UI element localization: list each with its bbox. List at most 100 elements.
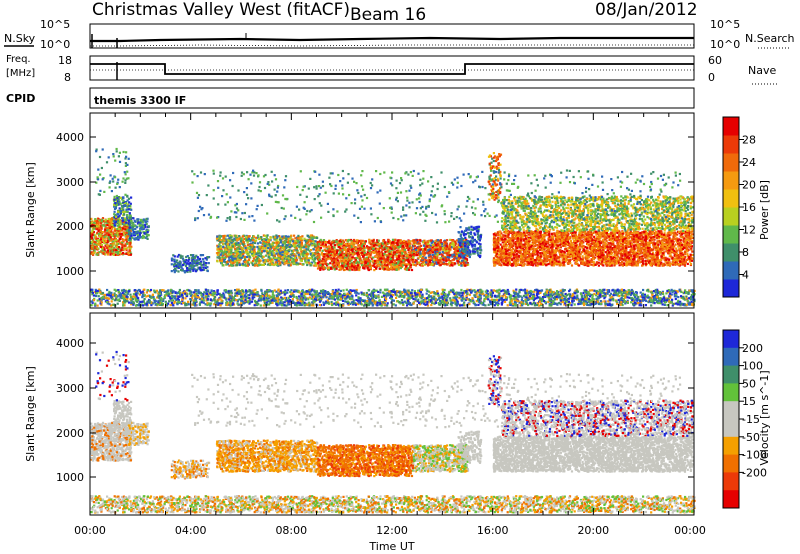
power-cell bbox=[277, 245, 279, 247]
power-cell bbox=[118, 224, 120, 226]
power-cell bbox=[104, 229, 106, 231]
power-cell bbox=[120, 197, 122, 199]
power-cell bbox=[246, 241, 248, 243]
power-cell bbox=[114, 211, 116, 213]
power-cell bbox=[128, 245, 130, 247]
power-cell bbox=[113, 242, 115, 244]
power-cell bbox=[143, 218, 145, 220]
power-cell bbox=[193, 260, 195, 262]
power-cell bbox=[202, 264, 204, 266]
power-cell bbox=[136, 237, 138, 239]
power-cell bbox=[121, 217, 123, 219]
power-cell bbox=[252, 255, 254, 257]
power-cell bbox=[115, 249, 117, 251]
nave-tick-high: 60 bbox=[708, 54, 722, 67]
power-cell bbox=[128, 205, 130, 207]
power-cell bbox=[179, 261, 181, 263]
power-cell bbox=[113, 220, 115, 222]
power-cell bbox=[234, 261, 236, 263]
power-cell bbox=[302, 263, 304, 265]
power-cell bbox=[193, 265, 195, 267]
power-cell bbox=[122, 252, 124, 254]
power-cell bbox=[99, 241, 101, 243]
power-cell bbox=[129, 223, 131, 225]
frequency-panel: Freq. [MHz] 18 8 60 0 Nave bbox=[6, 54, 778, 84]
power-cell bbox=[239, 264, 241, 266]
power-cell bbox=[199, 267, 201, 269]
power-cell bbox=[103, 242, 105, 244]
power-cell bbox=[94, 249, 96, 251]
power-scatter bbox=[90, 148, 696, 307]
power-cell bbox=[124, 219, 126, 221]
nave-label: Nave bbox=[748, 64, 776, 77]
power-cell bbox=[105, 219, 107, 221]
date-title: 08/Jan/2012 bbox=[595, 0, 698, 20]
power-cell bbox=[129, 226, 131, 228]
power-cell bbox=[205, 262, 207, 264]
power-cell bbox=[203, 261, 205, 263]
power-cell bbox=[263, 256, 265, 258]
power-cell bbox=[171, 258, 173, 260]
power-cell bbox=[315, 240, 317, 242]
power-cell bbox=[126, 227, 128, 229]
power-cell bbox=[107, 227, 109, 229]
power-cell bbox=[147, 238, 149, 240]
power-cell bbox=[133, 237, 135, 239]
power-cell bbox=[119, 252, 121, 254]
power-cell bbox=[250, 239, 252, 241]
power-cell bbox=[272, 250, 274, 252]
power-cell bbox=[197, 256, 199, 258]
power-cell bbox=[187, 260, 189, 262]
power-cell bbox=[101, 228, 103, 230]
power-cell bbox=[195, 270, 197, 272]
power-cell bbox=[188, 257, 190, 259]
power-cell bbox=[122, 220, 124, 222]
power-cell bbox=[292, 240, 294, 242]
power-cell bbox=[142, 222, 144, 224]
power-cell bbox=[129, 217, 131, 219]
cpid-value: themis 3300 IF bbox=[94, 94, 186, 107]
power-cell bbox=[139, 228, 141, 230]
power-cell bbox=[93, 222, 95, 224]
power-cell bbox=[227, 235, 229, 237]
power-cell bbox=[222, 243, 224, 245]
power-cell bbox=[260, 253, 262, 255]
power-cell bbox=[118, 246, 120, 248]
noise-tick-low-right: 10^0 bbox=[710, 38, 740, 51]
power-cell bbox=[114, 202, 116, 204]
power-cell bbox=[118, 201, 120, 203]
power-cell bbox=[115, 216, 117, 218]
power-cell bbox=[120, 223, 122, 225]
power-cell bbox=[120, 236, 122, 238]
power-cell bbox=[141, 227, 143, 229]
power-cell bbox=[263, 238, 265, 240]
power-cell bbox=[192, 270, 194, 272]
power-cell bbox=[207, 256, 209, 258]
power-cell bbox=[94, 241, 96, 243]
power-cell bbox=[137, 221, 139, 223]
power-cell bbox=[300, 248, 302, 250]
power-cell bbox=[291, 257, 293, 259]
power-cell bbox=[104, 249, 106, 251]
power-cell bbox=[107, 253, 109, 255]
power-cell bbox=[128, 198, 130, 200]
power-cell bbox=[108, 234, 110, 236]
power-cell bbox=[97, 222, 99, 224]
power-cell bbox=[255, 237, 257, 239]
power-cell bbox=[199, 258, 201, 260]
power-cell bbox=[316, 237, 318, 239]
power-cell bbox=[192, 254, 194, 256]
power-cell bbox=[177, 256, 179, 258]
power-cell bbox=[296, 245, 298, 247]
power-cell bbox=[134, 221, 136, 223]
noise-tick-low-left: 10^0 bbox=[40, 38, 70, 51]
power-cell bbox=[113, 213, 115, 215]
power-cell bbox=[90, 218, 92, 220]
power-cell bbox=[132, 228, 134, 230]
power-cell bbox=[180, 269, 182, 271]
power-cell bbox=[275, 253, 277, 255]
power-cell bbox=[130, 235, 132, 237]
power-cell bbox=[97, 253, 99, 255]
power-cell bbox=[137, 218, 139, 220]
power-cell bbox=[125, 239, 127, 241]
